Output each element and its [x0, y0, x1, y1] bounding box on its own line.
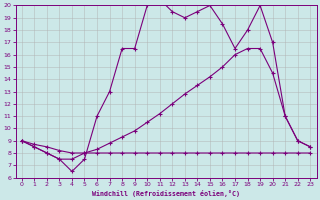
X-axis label: Windchill (Refroidissement éolien,°C): Windchill (Refroidissement éolien,°C) — [92, 190, 240, 197]
